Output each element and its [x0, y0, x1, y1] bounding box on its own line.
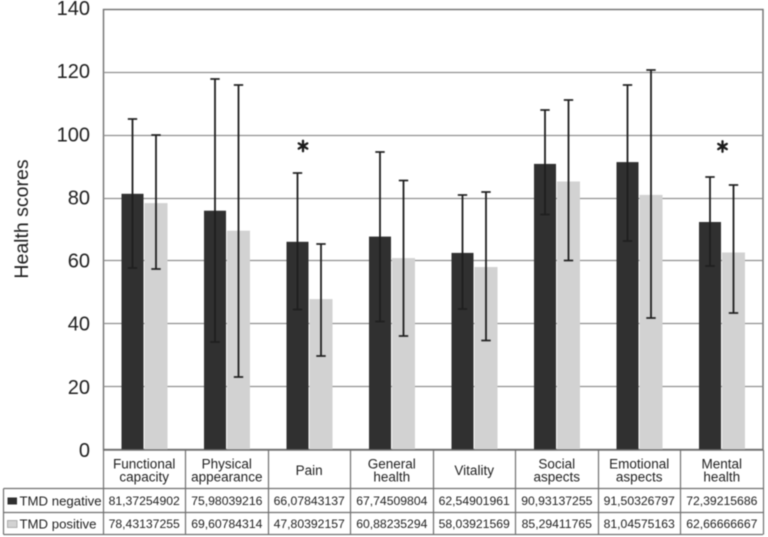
svg-text:81,04575163: 81,04575163: [604, 517, 675, 531]
svg-text:100: 100: [57, 124, 90, 146]
svg-text:62,54901961: 62,54901961: [439, 494, 510, 508]
svg-text:69,60784314: 69,60784314: [191, 517, 262, 531]
svg-text:90,93137255: 90,93137255: [521, 494, 592, 508]
svg-text:Health scores: Health scores: [11, 159, 33, 278]
svg-text:TMD negative: TMD negative: [20, 493, 102, 508]
svg-text:General: General: [368, 456, 416, 471]
svg-text:75,98039216: 75,98039216: [191, 494, 262, 508]
svg-text:Emotional: Emotional: [609, 456, 669, 471]
svg-text:60,88235294: 60,88235294: [356, 517, 427, 531]
svg-text:140: 140: [57, 0, 90, 20]
svg-text:78,43137255: 78,43137255: [109, 517, 180, 531]
svg-text:health: health: [373, 469, 410, 484]
svg-text:60: 60: [68, 251, 90, 273]
svg-text:0: 0: [79, 440, 90, 462]
svg-text:Functional: Functional: [113, 456, 175, 471]
svg-text:81,37254902: 81,37254902: [109, 494, 180, 508]
svg-text:91,50326797: 91,50326797: [604, 494, 675, 508]
svg-text:120: 120: [57, 61, 90, 83]
svg-text:40: 40: [68, 314, 90, 336]
svg-text:58,03921569: 58,03921569: [439, 517, 510, 531]
svg-text:85,29411765: 85,29411765: [522, 517, 592, 531]
svg-text:62,66666667: 62,66666667: [686, 517, 757, 531]
svg-text:20: 20: [68, 377, 90, 399]
svg-text:Physical: Physical: [202, 456, 252, 471]
svg-text:Pain: Pain: [296, 463, 323, 478]
svg-text:47,80392157: 47,80392157: [274, 517, 345, 531]
svg-text:80: 80: [68, 187, 90, 209]
svg-text:aspects: aspects: [616, 469, 663, 484]
svg-text:Vitality: Vitality: [454, 463, 494, 478]
svg-text:TMD positive: TMD positive: [20, 516, 97, 531]
svg-text:appearance: appearance: [191, 469, 262, 484]
svg-text:health: health: [703, 469, 740, 484]
svg-text:67,74509804: 67,74509804: [356, 494, 427, 508]
svg-text:72,39215686: 72,39215686: [686, 494, 757, 508]
svg-text:aspects: aspects: [534, 469, 581, 484]
svg-text:Social: Social: [538, 456, 575, 471]
svg-text:capacity: capacity: [119, 469, 169, 484]
svg-text:66,07843137: 66,07843137: [274, 494, 345, 508]
svg-text:Mental: Mental: [702, 456, 743, 471]
